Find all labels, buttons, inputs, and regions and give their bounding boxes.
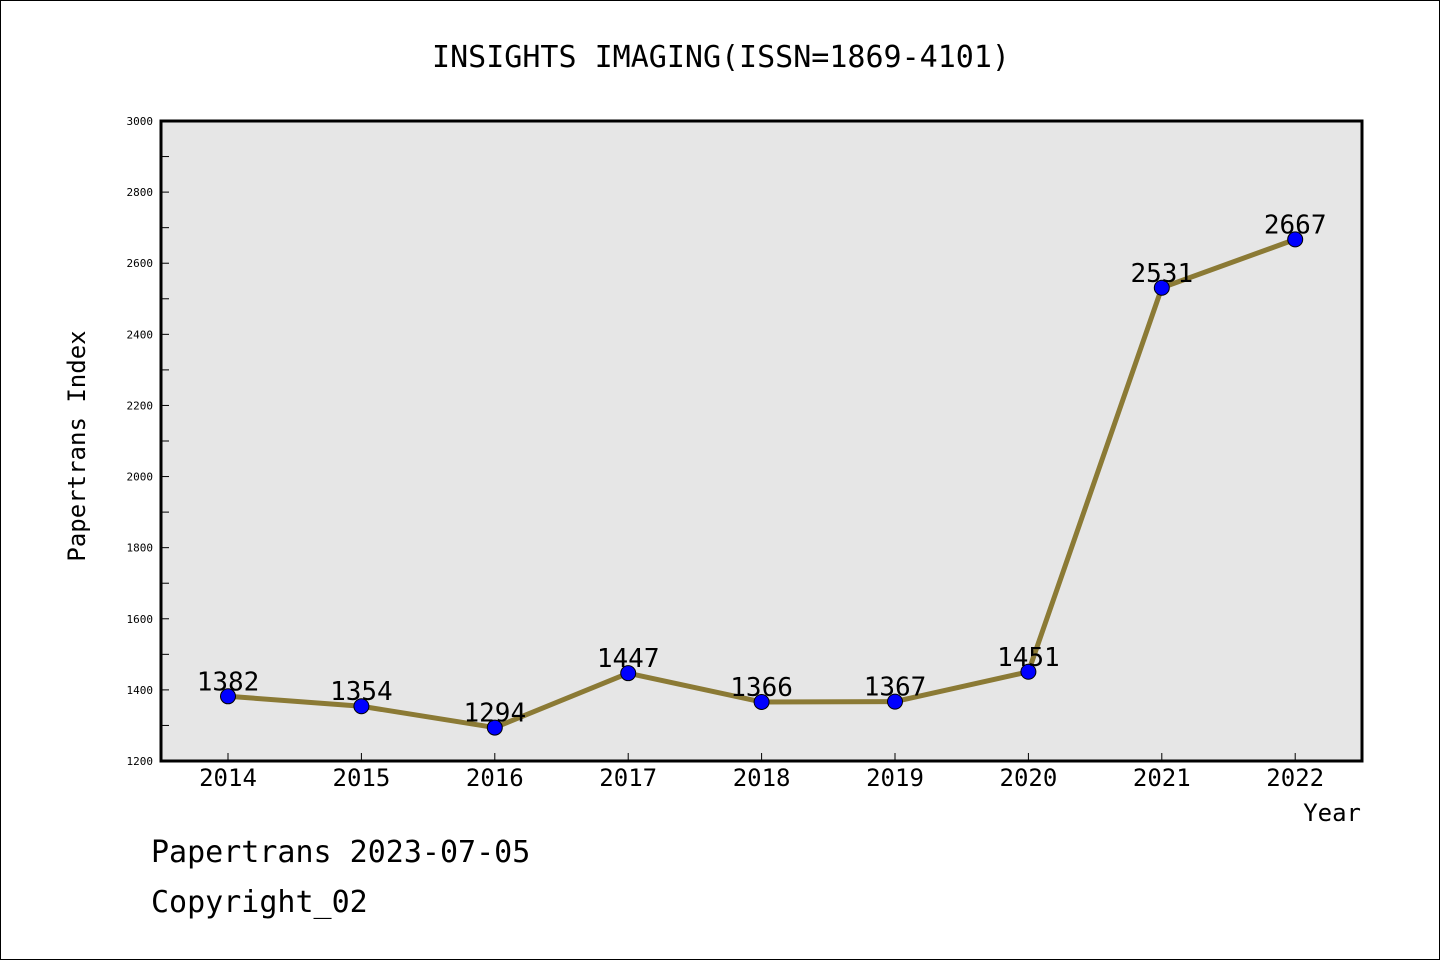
data-point [220, 688, 236, 705]
x-tick-label: 2014 [199, 764, 257, 792]
x-tick-label: 2018 [733, 764, 791, 792]
data-point [486, 719, 503, 736]
x-tick-label: 2016 [466, 764, 524, 792]
data-point [353, 698, 370, 715]
plot-frame [159, 119, 1364, 763]
x-axis: 2014 2015 2016 2017 2018 2019 2020 2021 2022 [199, 753, 1324, 792]
data-label: 1382 [197, 667, 260, 697]
x-tick-label: 2015 [333, 764, 391, 792]
data-point [753, 693, 770, 710]
data-point [1287, 231, 1304, 248]
y-tick-label: 1200 [127, 755, 154, 768]
footer-date-text: Papertrans 2023-07-05 [151, 835, 531, 870]
y-tick-label: 2400 [127, 328, 154, 341]
y-tick-label: 1800 [127, 542, 154, 555]
data-label: 2667 [1264, 210, 1327, 240]
x-tick-label: 2022 [1266, 764, 1324, 792]
y-tick-label: 3000 [127, 115, 154, 128]
data-label: 1447 [597, 644, 660, 674]
data-label: 2531 [1130, 259, 1193, 289]
y-tick-label: 1400 [127, 684, 154, 697]
y-axis: 1200 1400 1600 1800 2000 2200 2400 2600 2800 3000 [127, 115, 169, 768]
x-tick-label: 2021 [1133, 764, 1191, 792]
y-tick-label: 2600 [127, 257, 154, 270]
data-label: 1294 [463, 699, 526, 729]
data-label: 1366 [730, 673, 793, 703]
y-tick-label: 2200 [127, 399, 154, 412]
data-label: 1367 [864, 673, 927, 703]
data-label: 1451 [997, 643, 1060, 673]
data-point [1020, 663, 1037, 680]
data-labels: 1382 1354 1294 1447 1366 1367 1451 2531 2667 [197, 210, 1327, 728]
chart-title: INSIGHTS IMAGING(ISSN=1869-4101) [432, 40, 1010, 75]
x-tick-label: 2019 [866, 764, 924, 792]
data-label: 1354 [330, 677, 393, 707]
data-point [620, 665, 637, 682]
y-tick-label: 1600 [127, 613, 154, 626]
x-axis-label: Year [1303, 799, 1361, 827]
x-tick-label: 2020 [1000, 764, 1058, 792]
data-point [1153, 279, 1170, 296]
data-point [887, 693, 903, 710]
y-tick-label: 2000 [127, 471, 154, 484]
y-axis-label: Papertrans Index [63, 330, 91, 561]
footer-copyright-text: Copyright_02 [151, 885, 368, 920]
y-tick-label: 2800 [127, 186, 154, 199]
plot-area [161, 121, 1362, 761]
x-tick-label: 2017 [599, 764, 657, 792]
series-group [220, 231, 1304, 736]
